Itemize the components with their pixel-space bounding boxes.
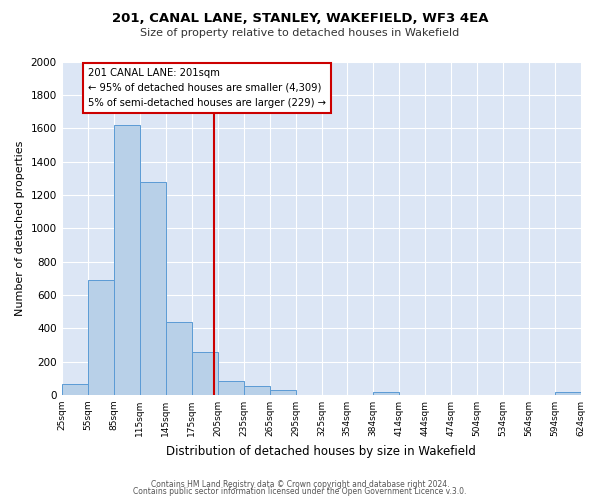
Text: 201, CANAL LANE, STANLEY, WAKEFIELD, WF3 4EA: 201, CANAL LANE, STANLEY, WAKEFIELD, WF3… <box>112 12 488 26</box>
Bar <box>113 125 140 395</box>
Bar <box>140 182 166 395</box>
Bar <box>88 280 113 395</box>
Bar <box>244 386 269 395</box>
Text: 201 CANAL LANE: 201sqm
← 95% of detached houses are smaller (4,309)
5% of semi-d: 201 CANAL LANE: 201sqm ← 95% of detached… <box>88 68 326 108</box>
Y-axis label: Number of detached properties: Number of detached properties <box>15 140 25 316</box>
Text: Contains public sector information licensed under the Open Government Licence v.: Contains public sector information licen… <box>133 487 467 496</box>
X-axis label: Distribution of detached houses by size in Wakefield: Distribution of detached houses by size … <box>166 444 476 458</box>
Bar <box>373 392 398 395</box>
Bar <box>554 392 581 395</box>
Bar <box>191 352 218 395</box>
Bar <box>62 384 88 395</box>
Bar <box>218 381 244 395</box>
Bar <box>166 322 191 395</box>
Text: Contains HM Land Registry data © Crown copyright and database right 2024.: Contains HM Land Registry data © Crown c… <box>151 480 449 489</box>
Text: Size of property relative to detached houses in Wakefield: Size of property relative to detached ho… <box>140 28 460 38</box>
Bar <box>269 390 296 395</box>
